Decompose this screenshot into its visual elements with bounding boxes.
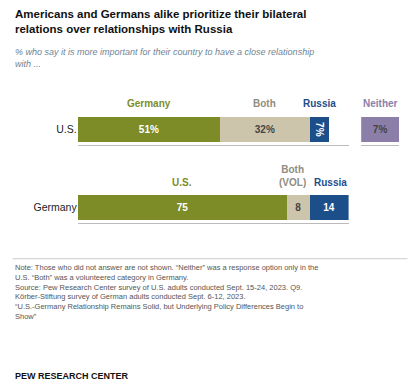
svg-text:75: 75	[177, 202, 189, 213]
svg-text:% who say it is more important: % who say it is more important for their…	[15, 47, 314, 69]
svg-text:Note: Those who did not answer: Note: Those who did not answer are not s…	[15, 263, 318, 321]
svg-text:Russia: Russia	[303, 98, 336, 109]
svg-text:Germany: Germany	[127, 98, 171, 109]
svg-text:Both(VOL): Both(VOL)	[279, 164, 306, 188]
svg-text:7%: 7%	[314, 122, 325, 137]
svg-text:Both: Both	[253, 98, 276, 109]
svg-text:U.S.: U.S.	[56, 123, 76, 135]
svg-text:32%: 32%	[255, 124, 275, 135]
svg-text:Russia: Russia	[314, 177, 347, 188]
svg-text:7%: 7%	[373, 124, 388, 135]
svg-text:Germany: Germany	[34, 201, 78, 213]
svg-text:PEW RESEARCH CENTER: PEW RESEARCH CENTER	[15, 371, 129, 381]
svg-text:51%: 51%	[139, 124, 159, 135]
svg-text:Neither: Neither	[363, 98, 398, 109]
svg-text:8: 8	[295, 202, 301, 213]
svg-text:14: 14	[323, 202, 335, 213]
svg-text:Americans and Germans alike pr: Americans and Germans alike prioritize t…	[15, 8, 306, 35]
svg-text:U.S.: U.S.	[172, 177, 192, 188]
